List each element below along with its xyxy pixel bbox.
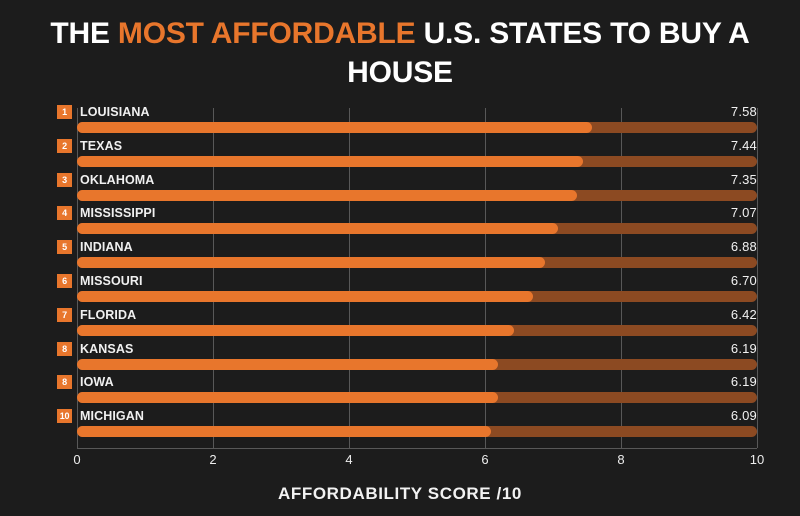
bar-row[interactable]: 6 MISSOURI 6.70: [0, 273, 800, 307]
state-label: KANSAS: [80, 341, 134, 356]
bar-container: [77, 358, 757, 370]
state-label: MISSOURI: [80, 273, 143, 288]
bar-row[interactable]: 3 OKLAHOMA 7.35: [0, 172, 800, 206]
bar-container: [77, 426, 757, 438]
state-label: OKLAHOMA: [80, 172, 155, 187]
bar-fill: [77, 358, 498, 370]
x-axis: 0 2 4 6 8 10 AFFORDABILITY SCORE /10: [0, 448, 800, 516]
bar-container: [77, 392, 757, 404]
title-highlight: MOST AFFORDABLE: [117, 17, 416, 50]
bar-row[interactable]: 8 IOWA 6.19: [0, 374, 800, 408]
rank-badge: 6: [57, 273, 72, 288]
title-part-1: THE: [50, 17, 118, 50]
value-label: 6.19: [730, 374, 757, 390]
bar-fill: [77, 324, 514, 336]
value-label: 6.19: [730, 340, 757, 356]
bar-fill: [77, 223, 558, 235]
bar-container: [77, 290, 757, 302]
state-label: LOUISIANA: [80, 105, 150, 119]
rank-badge: 7: [57, 307, 72, 322]
bar-fill: [77, 122, 593, 133]
bar-container: [77, 324, 757, 336]
page-title: THE MOST AFFORDABLE U.S. STATES TO BUY A…: [24, 14, 776, 92]
bar-fill: [77, 392, 498, 404]
rank-badge: 2: [57, 138, 72, 153]
value-label: 7.07: [730, 205, 757, 221]
bar-row[interactable]: 7 FLORIDA 6.42: [0, 307, 800, 341]
axis-tick-label: 10: [749, 452, 765, 467]
axis-tick-label: 8: [617, 452, 625, 467]
rank-badge: 1: [57, 105, 72, 119]
value-label: 6.09: [730, 408, 757, 424]
axis-tick-label: 4: [345, 452, 353, 467]
bar-fill: [77, 426, 492, 438]
state-label: IOWA: [80, 375, 114, 390]
value-label: 6.42: [730, 306, 757, 322]
bar-rows: 1 LOUISIANA 7.58 2 TEXAS 7.44 3 OKLAHOMA 7.35 4 MI…: [0, 104, 800, 442]
chart-plot-area: 1 LOUISIANA 7.58 2 TEXAS 7.44 3 OKLAHOMA 7.35 4 MI…: [0, 104, 800, 452]
bar-container: [77, 155, 757, 167]
bar-row[interactable]: 2 TEXAS 7.44: [0, 138, 800, 172]
state-label: MISSISSIPPI: [80, 206, 156, 221]
axis-baseline: [77, 448, 757, 449]
rank-badge: 3: [57, 172, 72, 187]
axis-title: AFFORDABILITY SCORE /10: [278, 484, 522, 503]
value-label: 6.70: [730, 272, 757, 288]
rank-badge: 5: [57, 240, 72, 255]
rank-badge: 10: [57, 409, 72, 424]
bar-container: [77, 122, 757, 133]
bar-row[interactable]: 1 LOUISIANA 7.58: [0, 104, 800, 138]
title-part-2: U.S. STATES TO BUY A HOUSE: [347, 17, 750, 89]
bar-row[interactable]: 10 MICHIGAN 6.09: [0, 408, 800, 442]
bar-fill: [77, 257, 545, 269]
state-label: TEXAS: [80, 138, 123, 153]
bar-row[interactable]: 8 KANSAS 6.19: [0, 341, 800, 375]
bar-fill: [77, 189, 577, 201]
rank-badge: 8: [57, 341, 72, 356]
value-label: 7.44: [730, 137, 757, 153]
state-label: FLORIDA: [80, 307, 137, 322]
value-label: 6.88: [730, 239, 757, 255]
state-label: MICHIGAN: [80, 409, 144, 424]
bar-row[interactable]: 5 INDIANA 6.88: [0, 239, 800, 273]
bar-container: [77, 223, 757, 235]
bar-fill: [77, 155, 583, 167]
axis-tick-label: 2: [209, 452, 217, 467]
rank-badge: 8: [57, 375, 72, 390]
bar-container: [77, 189, 757, 201]
state-label: INDIANA: [80, 240, 133, 255]
value-label: 7.35: [730, 171, 757, 187]
value-label: 7.58: [730, 104, 757, 119]
bar-container: [77, 257, 757, 269]
axis-tick-label: 6: [481, 452, 489, 467]
bar-row[interactable]: 4 MISSISSIPPI 7.07: [0, 205, 800, 239]
bar-fill: [77, 290, 533, 302]
axis-tick-label: 0: [73, 452, 81, 467]
rank-badge: 4: [57, 206, 72, 221]
